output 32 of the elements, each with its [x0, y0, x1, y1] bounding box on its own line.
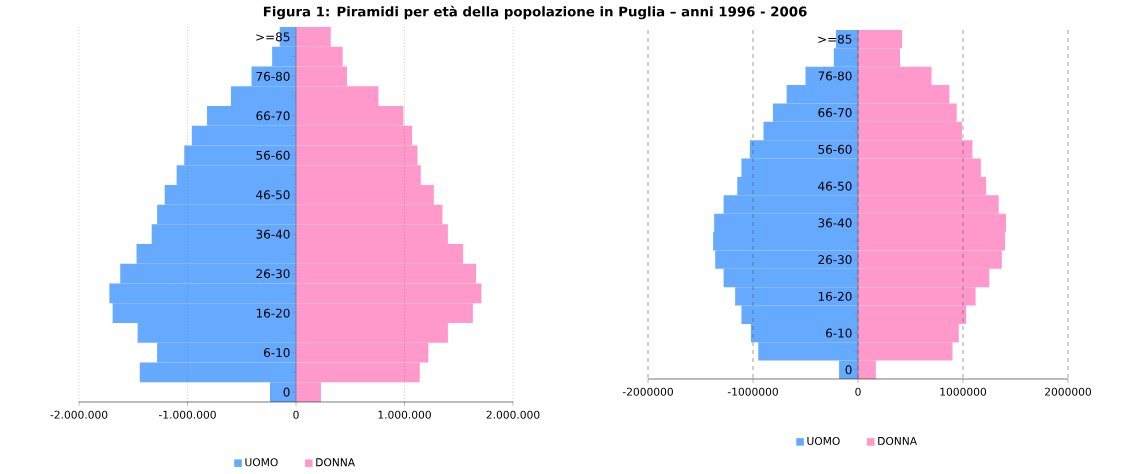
x-tick-label: 2.000.000 [486, 410, 540, 419]
x-tick-label: 0 [855, 387, 861, 396]
x-tick-label: -1000000 [727, 387, 778, 396]
y-tick-label: 76-80 [818, 71, 852, 81]
y-tick-label: 6-10 [826, 328, 852, 338]
legend-label: DONNA [878, 436, 917, 445]
x-tick-label: 0 [293, 410, 299, 419]
y-tick-label: 0 [845, 365, 852, 375]
y-tick-label: 16-20 [818, 291, 852, 301]
y-tick-label: 16-20 [256, 308, 290, 318]
x-tick-label: 2000000 [1045, 387, 1092, 396]
y-tick-label: 56-60 [818, 144, 852, 154]
x-tick-label: -1.000.000 [158, 410, 216, 419]
y-tick-label: 46-50 [818, 181, 852, 191]
x-tick-label: -2.000.000 [50, 410, 108, 419]
legend-label: DONNA [316, 458, 356, 467]
y-tick-label: 36-40 [818, 218, 852, 228]
y-tick-label: 76-80 [256, 71, 290, 81]
x-tick-label: -2000000 [622, 387, 673, 396]
chart-title: Figura 1: Piramidi per età della popolazione in Puglia – anni 1996 - 2006 [263, 5, 807, 20]
y-tick-label: 56-60 [256, 150, 290, 160]
y-tick-label: 36-40 [256, 229, 290, 239]
legend-label: UOMO [245, 458, 278, 467]
y-tick-label: 6-10 [264, 348, 290, 358]
x-tick-label: 1000000 [940, 387, 987, 396]
y-tick-label: 46-50 [256, 190, 290, 200]
y-tick-label: 26-30 [818, 255, 852, 265]
legend-label: UOMO [807, 436, 840, 445]
y-tick-label: 66-70 [256, 111, 290, 121]
x-tick-label: 1.000.000 [378, 410, 431, 419]
y-tick-label: 26-30 [256, 269, 290, 279]
y-tick-label: 66-70 [818, 108, 852, 118]
